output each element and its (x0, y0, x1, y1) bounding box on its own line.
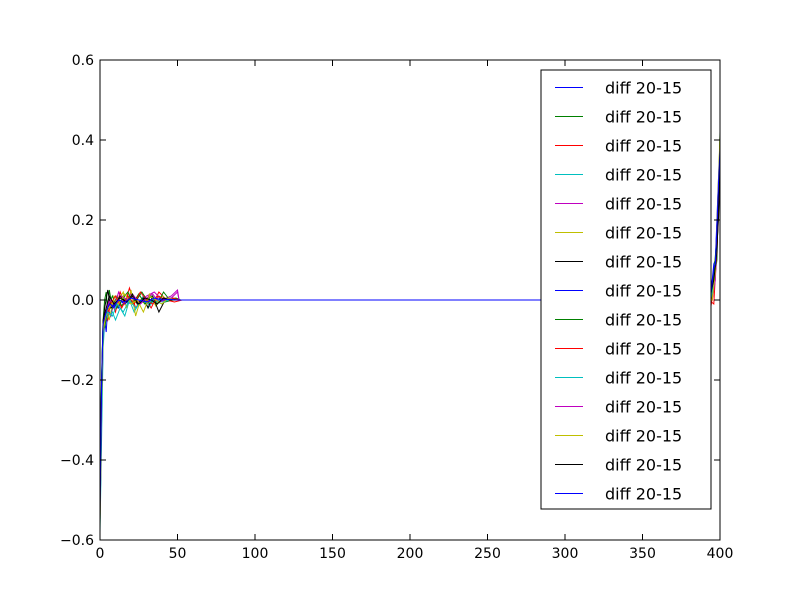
legend-label: diff 20-15 (605, 253, 682, 272)
x-tick-label: 300 (552, 546, 579, 562)
x-tick-label: 150 (319, 546, 346, 562)
legend-label: diff 20-15 (605, 282, 682, 301)
legend-label: diff 20-15 (605, 224, 682, 243)
y-tick-label: −0.2 (60, 373, 94, 389)
y-tick-label: 0.2 (72, 213, 94, 229)
x-tick-label: 200 (397, 546, 424, 562)
x-tick-label: 250 (474, 546, 501, 562)
y-tick-label: 0.4 (72, 133, 94, 149)
legend-label: diff 20-15 (605, 195, 682, 214)
y-tick-label: −0.6 (60, 533, 94, 549)
legend-label: diff 20-15 (605, 79, 682, 98)
legend-label: diff 20-15 (605, 166, 682, 185)
x-tick-label: 0 (96, 546, 105, 562)
legend-label: diff 20-15 (605, 108, 682, 127)
x-tick-label: 350 (629, 546, 656, 562)
ticks-layer: 0 50 100 150 200 250 300 350 400 −0.6 −0.4 −0.2 0.0 0… (60, 53, 733, 562)
legend-label: diff 20-15 (605, 456, 682, 475)
legend-label: diff 20-15 (605, 398, 682, 417)
series-line-15 (100, 147, 720, 509)
legend-label: diff 20-15 (605, 311, 682, 330)
legend-label: diff 20-15 (605, 485, 682, 504)
legend-label: diff 20-15 (605, 369, 682, 388)
x-tick-label: 100 (242, 546, 269, 562)
legend-label: diff 20-15 (605, 137, 682, 156)
x-tick-label: 400 (707, 546, 734, 562)
x-tick-label: 50 (169, 546, 187, 562)
legend: diff 20-15 diff 20-15 diff 20-15 diff 20-15… (540, 69, 712, 510)
y-tick-label: 0.0 (72, 293, 94, 309)
y-tick-label: −0.4 (60, 453, 94, 469)
legend-label: diff 20-15 (605, 340, 682, 359)
legend-label: diff 20-15 (605, 427, 682, 446)
y-tick-label: 0.6 (72, 53, 94, 69)
